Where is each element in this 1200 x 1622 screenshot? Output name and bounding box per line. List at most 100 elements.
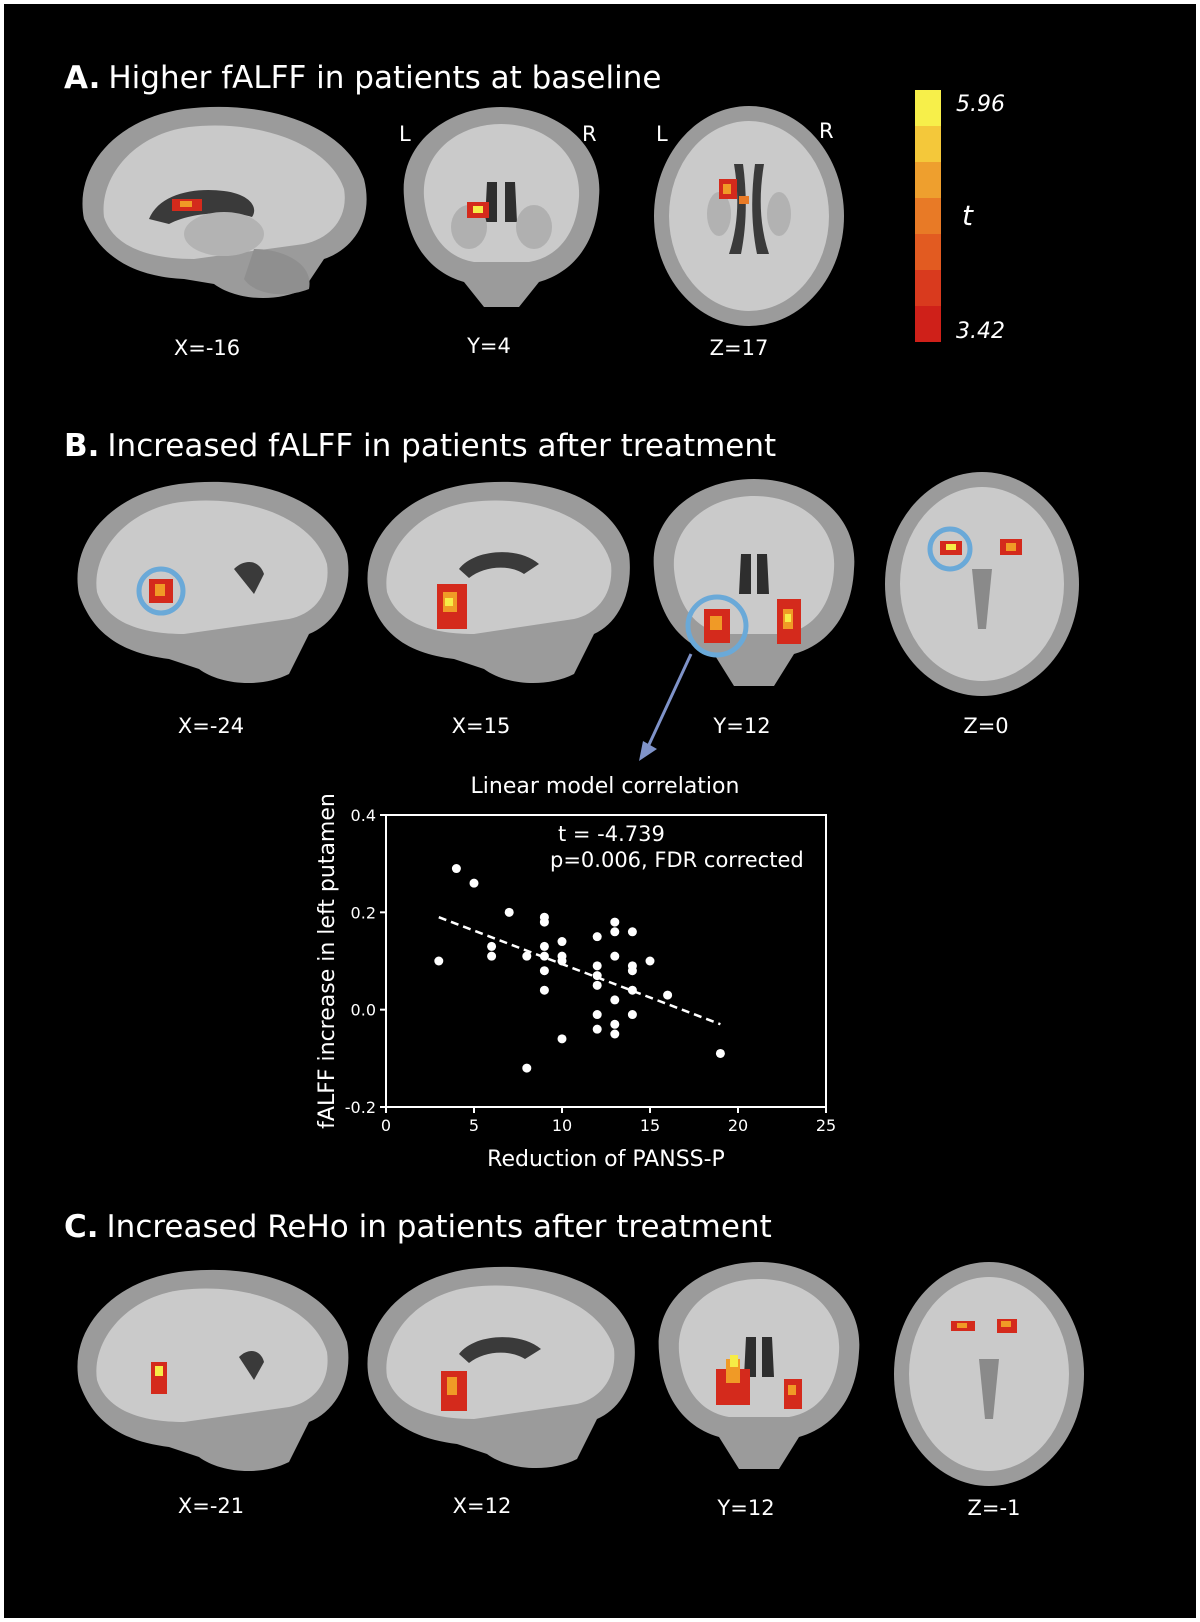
coord-a-3: Z=17 — [709, 336, 769, 360]
data-point — [451, 864, 461, 874]
x-tick-label: 0 — [381, 1116, 391, 1135]
coord-c-3: Y=12 — [717, 1496, 775, 1520]
data-point — [592, 1024, 602, 1034]
y-axis: -0.2 0.0 0.2 0.4 — [345, 806, 386, 1117]
data-point — [504, 907, 514, 917]
brain-slice-b-4 — [885, 472, 1079, 696]
coord-a-1: X=-16 — [173, 336, 241, 360]
left-label-axial: L — [656, 122, 668, 146]
coord-c-1: X=-21 — [177, 1494, 245, 1518]
panel-a-title: A. Higher fALFF in patients at baseline — [64, 60, 661, 96]
data-point — [557, 937, 567, 947]
data-point — [557, 956, 567, 966]
y-tick-label: 0.2 — [351, 903, 376, 922]
brain-slice-a-sagittal — [82, 106, 367, 299]
colorbar-symbol: t — [962, 199, 973, 232]
coord-b-4: Z=0 — [963, 714, 1009, 738]
colorbar-segment — [915, 234, 941, 270]
scatter-chart: Linear model correlation -0.2 0.0 0.2 0.4 0… — [315, 774, 836, 1172]
colorbar-segment — [915, 162, 941, 198]
data-point — [592, 971, 602, 981]
brain-slice-c-4 — [894, 1262, 1084, 1486]
brain-slice-c-1 — [77, 1269, 349, 1472]
brain-slice-a-axial — [654, 106, 844, 326]
y-tick-label: -0.2 — [345, 1098, 376, 1117]
colorbar-segment — [915, 90, 941, 126]
coord-b-2: X=15 — [451, 714, 511, 738]
figure-frame: A. Higher fALFF in patients at baseline L… — [4, 4, 1196, 1618]
stat-annotation-t: t = -4.739 — [558, 822, 665, 846]
data-point — [522, 951, 532, 961]
panel-b-letter: B. — [64, 428, 100, 464]
x-tick-label: 10 — [552, 1116, 572, 1135]
data-point — [592, 932, 602, 942]
data-point — [557, 1034, 567, 1044]
panel-c-title: C. Increased ReHo in patients after treat… — [64, 1209, 772, 1245]
data-point — [610, 1019, 620, 1029]
coord-b-3: Y=12 — [713, 714, 771, 738]
right-label: R — [582, 122, 597, 146]
panel-b-title: B. Increased fALFF in patients after trea… — [64, 428, 776, 464]
colorbar — [915, 90, 941, 342]
brain-slice-c-2 — [367, 1266, 635, 1469]
roi-circle — [136, 566, 186, 616]
data-point — [592, 961, 602, 971]
roi-circle — [927, 526, 973, 572]
data-point — [539, 985, 549, 995]
data-point — [610, 917, 620, 927]
data-point — [487, 951, 497, 961]
data-point — [539, 966, 549, 976]
colorbar-min-label: 3.42 — [956, 319, 1005, 344]
chart-title: Linear model correlation — [471, 774, 740, 799]
data-point — [610, 951, 620, 961]
colorbar-segment — [915, 306, 941, 342]
panel-a-letter: A. — [64, 60, 101, 96]
coord-c-4: Z=-1 — [967, 1496, 1021, 1520]
brain-slice-a-coronal — [403, 107, 600, 307]
roi-circle — [685, 594, 749, 658]
data-point — [610, 927, 620, 937]
brain-slice-b-1 — [77, 481, 349, 684]
brain-slice-b-3 — [653, 479, 855, 686]
left-label: L — [399, 122, 411, 146]
coord-a-2: Y=4 — [467, 334, 511, 358]
arrow-to-scatter — [639, 653, 693, 761]
y-tick-label: 0.0 — [351, 1001, 376, 1020]
colorbar-max-label: 5.96 — [956, 92, 1005, 117]
data-point — [627, 1010, 637, 1020]
colorbar-segment — [915, 126, 941, 162]
y-axis-title: fALFF increase in left putamen — [315, 793, 340, 1129]
panel-c-letter: C. — [64, 1209, 99, 1245]
plot-area — [385, 814, 827, 1108]
data-point — [663, 990, 673, 1000]
data-point — [539, 917, 549, 927]
coord-c-2: X=12 — [452, 1494, 512, 1518]
panel-b-title-text: Increased fALFF in patients after treatm… — [107, 428, 777, 464]
right-label-axial: R — [819, 119, 834, 143]
data-point — [627, 966, 637, 976]
data-point — [610, 1029, 620, 1039]
x-tick-label: 25 — [816, 1116, 836, 1135]
data-point — [627, 927, 637, 937]
brain-slice-c-3 — [658, 1262, 860, 1469]
data-point — [610, 995, 620, 1005]
x-tick-label: 15 — [640, 1116, 660, 1135]
data-point — [469, 878, 479, 888]
x-axis: 0 5 10 15 20 25 — [381, 1107, 836, 1135]
x-axis-title: Reduction of PANSS-P — [487, 1147, 725, 1172]
data-point — [487, 941, 497, 951]
coord-b-1: X=-24 — [177, 714, 245, 738]
x-tick-label: 20 — [728, 1116, 748, 1135]
data-points — [434, 864, 725, 1073]
colorbar-segment — [915, 270, 941, 306]
x-tick-label: 5 — [469, 1116, 479, 1135]
colorbar-segment — [915, 198, 941, 234]
data-point — [715, 1048, 725, 1058]
y-tick-label: 0.4 — [351, 806, 376, 825]
data-point — [645, 956, 655, 966]
data-point — [539, 941, 549, 951]
data-point — [434, 956, 444, 966]
data-point — [522, 1063, 532, 1073]
panel-c-title-text: Increased ReHo in patients after treatme… — [106, 1209, 772, 1245]
data-point — [592, 1010, 602, 1020]
